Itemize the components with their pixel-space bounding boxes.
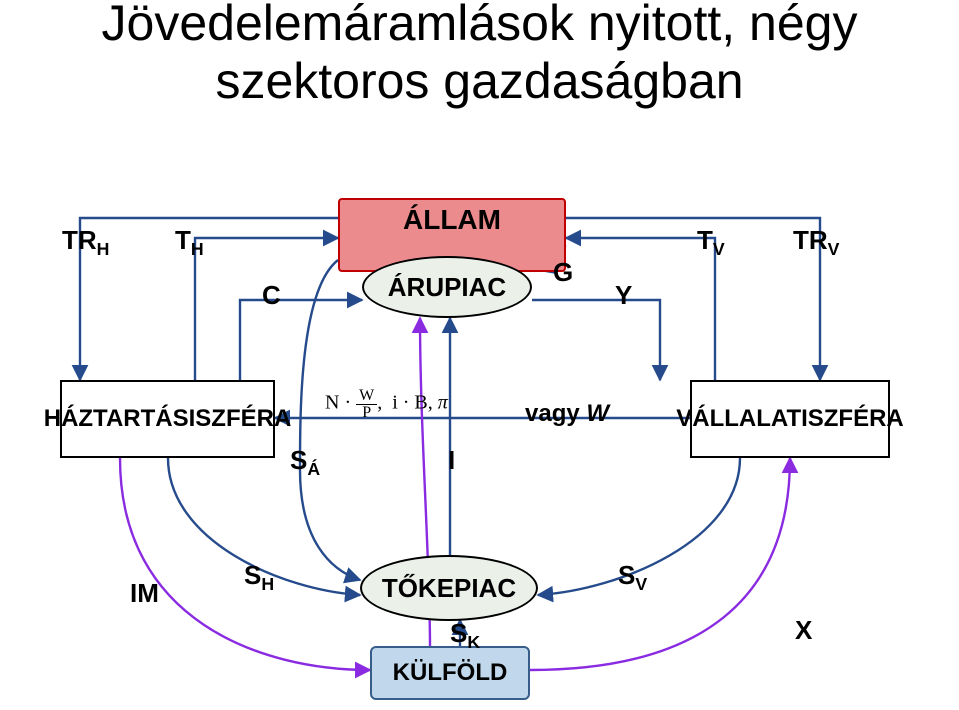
label-vagyW: vagy W <box>525 400 609 428</box>
label-T_H: TH <box>175 225 204 260</box>
label-G: G <box>553 257 573 288</box>
label-C: C <box>262 280 281 311</box>
node-goods-market: ÁRUPIAC <box>362 256 532 318</box>
edge-X-foreign-firm <box>530 458 790 670</box>
diagram-stage: { "title": { "line1": "Jövedelemáramláso… <box>0 0 959 710</box>
edge-Y-from-goods <box>532 300 660 380</box>
edge-TV-to-state <box>566 238 715 380</box>
label-X: X <box>795 615 812 646</box>
label-S_H: SH <box>244 560 274 595</box>
edge-C-goods <box>240 300 362 380</box>
label-Y: Y <box>615 280 632 311</box>
label-IM: IM <box>130 578 159 609</box>
node-capital-market: TŐKEPIAC <box>360 555 538 621</box>
label-T_V: TV <box>697 225 725 260</box>
label-S_V: SV <box>618 560 647 595</box>
edge-state-to-TRH <box>80 218 338 380</box>
node-foreign: KÜLFÖLD <box>370 646 530 700</box>
label-S_A: SÁ <box>290 445 320 480</box>
label-TR_H: TRH <box>62 225 109 260</box>
label-TR_V: TRV <box>793 225 839 260</box>
page-title-line2: szektoros gazdaságban <box>0 52 959 110</box>
node-household: HÁZTARTÁSISZFÉRA <box>60 380 275 458</box>
page-title-line1: Jövedelemáramlások nyitott, négy <box>0 0 959 52</box>
node-firm: VÁLLALATISZFÉRA <box>690 380 890 458</box>
label-S_K: SK <box>450 618 480 653</box>
edge-state-to-TRV <box>566 218 820 380</box>
wage-formula: N · WP, i · B, π <box>325 388 448 421</box>
label-I: I <box>448 445 455 476</box>
